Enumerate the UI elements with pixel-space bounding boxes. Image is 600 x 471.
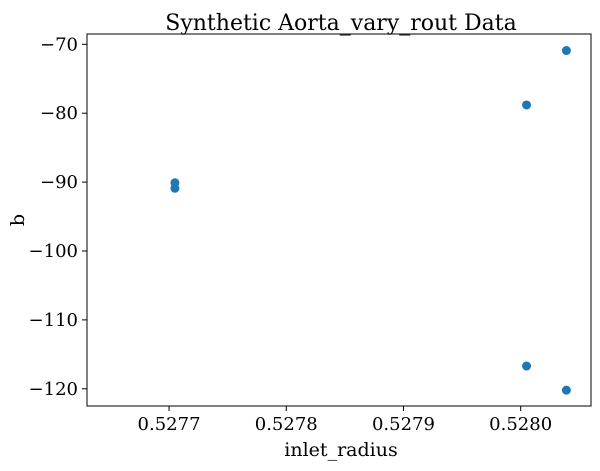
data-point <box>561 46 571 56</box>
y-tick-label: −110 <box>29 310 78 331</box>
y-tick-label: −100 <box>29 241 78 262</box>
x-tick-label: 0.5279 <box>372 414 435 435</box>
y-tick-label: −70 <box>40 34 78 55</box>
x-axis: 0.5277 0.5278 0.5279 0.5280 <box>138 406 552 435</box>
x-tick-label: 0.5277 <box>138 414 201 435</box>
plot-frame <box>86 33 592 407</box>
chart-title: Synthetic Aorta_vary_rout Data <box>165 11 516 36</box>
y-tick-label: −90 <box>40 172 78 193</box>
data-point <box>522 361 532 371</box>
y-tick-label: −120 <box>29 379 78 400</box>
x-tick-label: 0.5280 <box>489 414 552 435</box>
data-point <box>561 385 571 395</box>
x-axis-label: inlet_radius <box>284 439 397 461</box>
y-tick-label: −80 <box>40 103 78 124</box>
y-axis: −70 −80 −90 −100 −110 −120 <box>29 34 87 400</box>
data-point <box>522 100 532 110</box>
data-point <box>170 183 180 193</box>
data-points <box>170 46 571 395</box>
y-axis-label: b <box>7 214 29 226</box>
x-tick-label: 0.5278 <box>255 414 318 435</box>
